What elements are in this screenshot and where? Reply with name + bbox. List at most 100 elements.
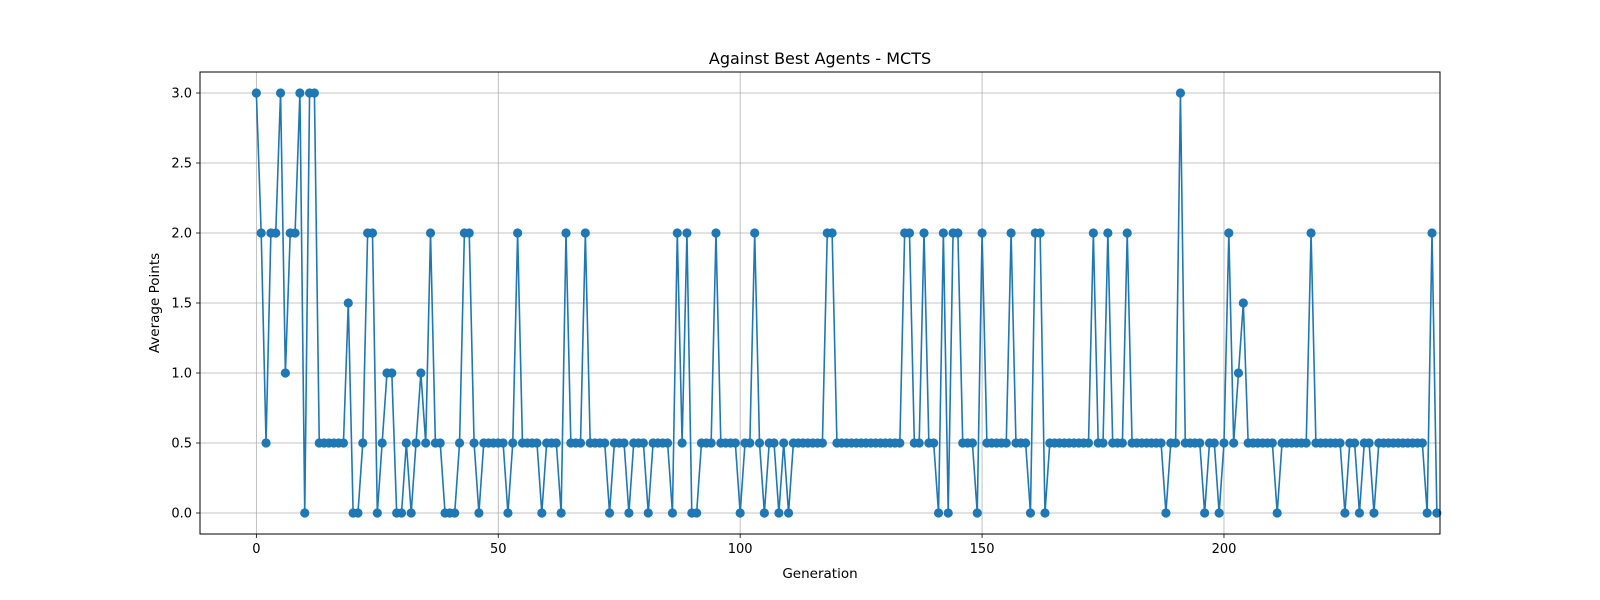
data-point (372, 508, 382, 518)
y-axis-label: Average Points (147, 253, 163, 353)
y-tick-label: 3.0 (171, 87, 192, 102)
x-tick-label: 100 (728, 542, 753, 557)
y-tick-label: 1.5 (171, 297, 192, 312)
data-point (353, 508, 363, 518)
data-point (1161, 508, 1171, 518)
data-point (498, 438, 508, 448)
data-point (638, 438, 649, 448)
data-point (783, 508, 794, 518)
data-point (251, 88, 261, 98)
data-point (600, 438, 610, 448)
data-series (251, 88, 1442, 518)
data-point (1422, 508, 1432, 518)
data-point (667, 508, 678, 518)
data-point (1001, 438, 1011, 448)
data-point (624, 508, 634, 518)
data-point (774, 508, 784, 518)
y-tick-label: 2.0 (171, 227, 192, 242)
data-point (1117, 438, 1127, 448)
data-point (1021, 438, 1031, 448)
data-point (290, 228, 300, 238)
data-point (914, 438, 924, 448)
data-point (474, 508, 484, 518)
data-point (1175, 88, 1186, 98)
data-point (682, 228, 692, 238)
data-point (1301, 438, 1311, 448)
data-point (387, 368, 397, 378)
data-point (406, 508, 416, 518)
data-point (692, 508, 702, 518)
data-point (1427, 228, 1437, 238)
data-point (604, 508, 615, 518)
data-point (769, 438, 779, 448)
data-point (619, 438, 629, 448)
data-point (919, 228, 929, 238)
data-point (1350, 438, 1360, 448)
y-tick-label: 0.5 (171, 437, 192, 452)
data-point (1340, 508, 1350, 518)
data-point (967, 438, 978, 448)
data-point (1035, 228, 1045, 238)
data-point (416, 368, 426, 378)
data-point (735, 508, 745, 518)
data-point (754, 438, 765, 448)
data-point (256, 228, 266, 238)
data-point (556, 508, 566, 518)
data-point (396, 508, 407, 518)
data-point (1233, 368, 1244, 378)
data-point (464, 228, 474, 238)
data-point (551, 438, 561, 448)
data-point (295, 88, 305, 98)
data-point (343, 298, 353, 308)
data-point (745, 438, 755, 448)
data-point (1103, 228, 1113, 238)
data-point (953, 228, 963, 238)
data-point (1200, 508, 1210, 518)
data-point (367, 228, 378, 238)
x-tick-label: 150 (970, 542, 995, 557)
data-point (643, 508, 653, 518)
data-point (1040, 508, 1050, 518)
data-point (1364, 438, 1374, 448)
data-point (338, 438, 349, 448)
data-point (977, 228, 987, 238)
data-point (1238, 298, 1248, 308)
data-point (1209, 438, 1219, 448)
data-point (730, 438, 740, 448)
axis-ticks: 0 50 100 150 200 0.0 0.5 1.0 1.5 2.0 2.5 3.0 (171, 87, 1236, 558)
data-point (1369, 508, 1379, 518)
data-point (779, 438, 789, 448)
data-point (450, 508, 460, 518)
data-point (275, 88, 286, 98)
data-point (425, 228, 436, 238)
data-point (943, 508, 953, 518)
data-point (827, 228, 837, 238)
data-point (1267, 438, 1277, 448)
y-tick-label: 2.5 (171, 157, 192, 172)
data-point (358, 438, 368, 448)
data-point (280, 368, 290, 378)
data-point (711, 228, 721, 238)
data-point (401, 438, 411, 448)
data-point (1083, 438, 1094, 448)
data-point (1122, 228, 1132, 238)
data-point (677, 438, 687, 448)
data-point (1306, 228, 1316, 238)
x-axis-label: Generation (782, 566, 857, 582)
data-point (1224, 228, 1234, 238)
data-point (580, 228, 590, 238)
data-point (938, 228, 948, 238)
data-point (411, 438, 421, 448)
data-point (1006, 228, 1016, 238)
data-point (575, 438, 586, 448)
data-point (1354, 508, 1365, 518)
x-tick-label: 50 (490, 542, 507, 557)
y-tick-label: 0.0 (171, 507, 192, 522)
data-point (454, 438, 465, 448)
data-point (309, 88, 320, 98)
data-point (271, 228, 281, 238)
data-point (933, 508, 944, 518)
data-point (1229, 438, 1239, 448)
